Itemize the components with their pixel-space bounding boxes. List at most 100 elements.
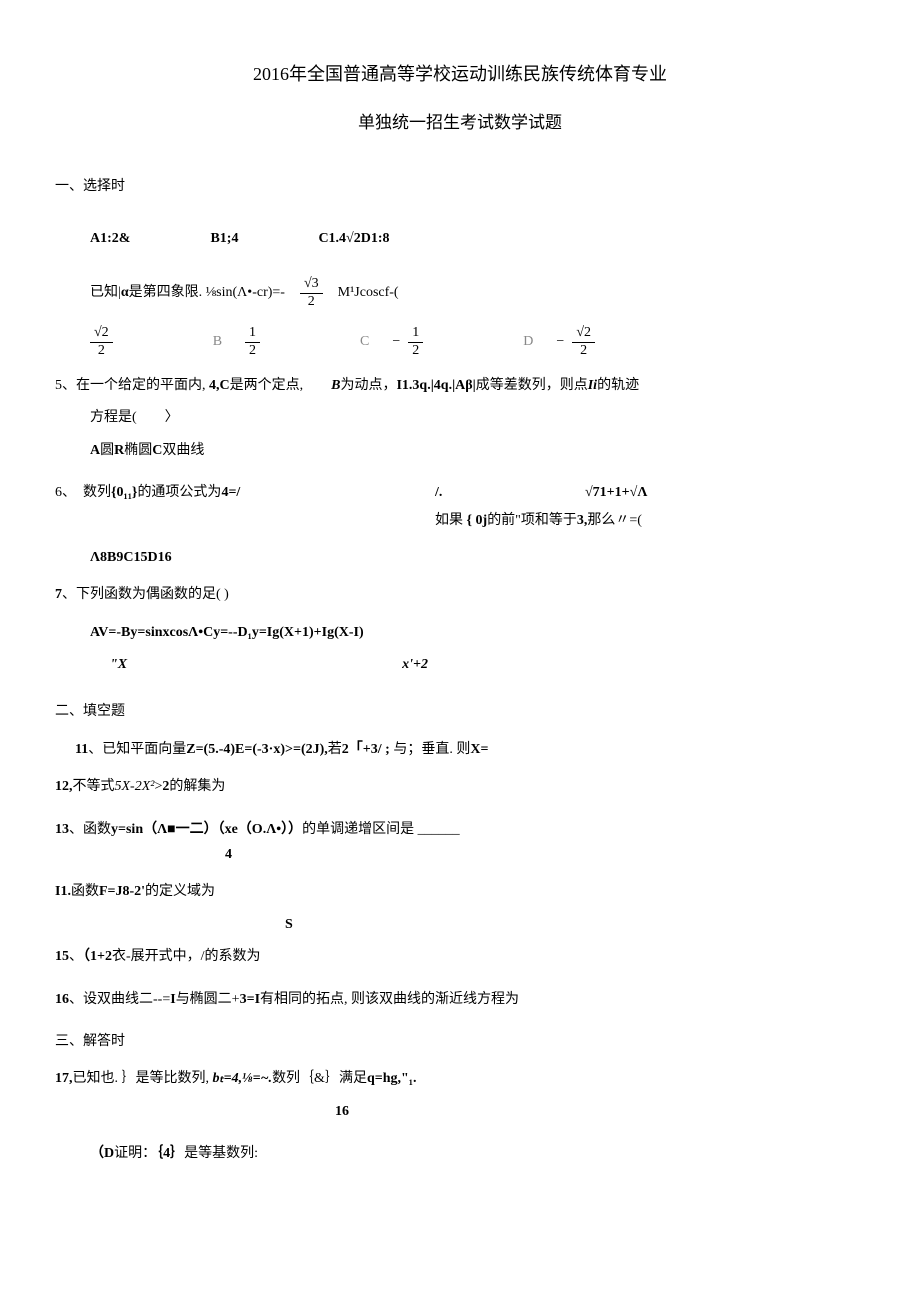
q4d-bot: 2 (576, 343, 591, 360)
q17-3d: 是等基数列: (184, 1146, 258, 1161)
q4c-neg: − (392, 331, 400, 353)
q4-frac-bot: 2 (304, 294, 319, 311)
q4-choices: √2 2 B 1 2 C − 1 2 D − √2 2 (90, 325, 865, 360)
q4-text-d: M¹Jcoscf-( (338, 282, 399, 304)
q13-a: 13 (55, 822, 69, 837)
q4c-top: 1 (408, 325, 423, 343)
q7-b: 、下列函数为偶函数的足( ) (62, 587, 229, 602)
q4c-bot: 2 (408, 343, 423, 360)
question-5: 5、在一个给定的平面内, 4,C是两个定点, B为动点，I1.3q.|4q.|A… (55, 375, 865, 462)
q17-a: 17, (55, 1071, 73, 1086)
q5-3d: 椭圆 (124, 443, 152, 458)
question-12: 12,不等式5X-2X²>2的解集为 (55, 776, 865, 798)
q6-2a: 如果 (435, 513, 467, 528)
q5-3f: 双曲线 (162, 443, 204, 458)
q6-2c: 的前"项和等于 (487, 513, 577, 528)
q12-f: 的解集为 (169, 779, 225, 794)
q11-e: 2「+3/ ; (342, 742, 394, 757)
q4-choice-d: D − √2 2 (523, 325, 595, 360)
q5-g: 成等差数列，则点 (476, 378, 588, 393)
question-6-row1: 6、 数列{0₁₁}的通项公式为4=/ /. √71+1+√Λ (55, 482, 865, 504)
q16-a: 16 (55, 992, 69, 1007)
q4b-label: B (213, 331, 222, 353)
question-14: I1.函数F=J8-2'的定义域为 (55, 881, 865, 903)
q11-c: Z=(5.-4)E=(-3·x)>=(2J), (186, 742, 328, 757)
q6-a: 6、 数列 (55, 485, 111, 500)
q13-c: y=sin（Λ■一二）（xe（O.Λ•）） (111, 822, 302, 837)
section-2-header: 二、填空题 (55, 701, 865, 723)
choice-a: A1:2& (90, 228, 130, 250)
q4-fraction: √3 2 (300, 276, 323, 311)
q5-c: 是两个定点, (230, 378, 332, 393)
q4d-label: D (523, 331, 533, 353)
q4a-bot: 2 (94, 343, 109, 360)
q7-line2: AV=-By=sinxcosΛ•Cy=--D₁y=Ig(X+1)+Ig(X-I) (90, 622, 865, 644)
q4-text-c: 是第四象限. ⅛sin(Λ•-cr)=- (129, 285, 285, 300)
q6-d: 4=/ (221, 485, 240, 500)
q15-b: 、 (69, 949, 83, 964)
q7-sub-b: x'+2 (402, 654, 428, 676)
q12-a: 12, (55, 779, 73, 794)
q12-c: 5X-2X² (115, 779, 155, 794)
q5-3b: 圆 (100, 443, 114, 458)
q17-c: bₜ=4,⅛=~. (213, 1071, 273, 1086)
question-6-row2: 如果 { 0j的前"项和等于3,那么〃=( (435, 510, 865, 532)
q14-sub: S (285, 914, 865, 936)
q5-h: Ii (588, 378, 597, 393)
q17-3b: 证明： (114, 1146, 156, 1161)
question-16: 16、设双曲线二--=I与椭圆二+3=I有相同的拓点, 则该双曲线的渐近线方程为 (55, 989, 865, 1011)
q11-g: X= (470, 742, 488, 757)
q5-3c: R (114, 443, 124, 458)
q4-text-a: 已知| (90, 285, 121, 300)
q4d-neg: − (556, 331, 564, 353)
choice-b: B1;4 (210, 228, 238, 250)
section-1-header: 一、选择时 (55, 176, 865, 198)
title-sub: 单独统一招生考试数学试题 (55, 109, 865, 136)
q14-b: 函数 (71, 884, 99, 899)
q17-line3: （D证明：｛4｝是等基数列: (90, 1143, 865, 1165)
q4a-top: √2 (90, 325, 113, 343)
q5-line2: 方程是( 〉 (90, 407, 865, 429)
question-11: 11、已知平面向量Z=(5.-4)E=(-3·x)>=(2J),若2「+3/ ;… (75, 739, 865, 761)
question-15: 15、（1+2衣-展开式中，/的系数为 (55, 946, 865, 968)
q7-row2: "X x'+2 (110, 654, 865, 676)
q14-c: F=J8-2' (99, 884, 145, 899)
q17-3c: ｛4｝ (156, 1146, 184, 1161)
q5-a: 5、在一个给定的平面内, (55, 378, 209, 393)
q17-b: 已知也. ｝是等比数列, (73, 1071, 213, 1086)
q12-b: 不等式 (73, 779, 115, 794)
q6-c: 的通项公式为 (137, 485, 221, 500)
q11-d: 若 (328, 742, 342, 757)
q14-a: I1. (55, 884, 71, 899)
q4-choice-b: B 1 2 (213, 325, 260, 360)
q4-choice-a: √2 2 (90, 325, 113, 360)
q11-b: 、已知平面向量 (88, 742, 186, 757)
q4b-top: 1 (245, 325, 260, 343)
q5-e: 为动点， (340, 378, 396, 393)
q17-sub: 16 (335, 1101, 865, 1123)
q4-alpha: α (121, 285, 129, 300)
q4-choice-c: C − 1 2 (360, 325, 423, 360)
section-3-header: 三、解答时 (55, 1031, 865, 1053)
q13-sub: 4 (225, 844, 865, 866)
q5-3a: A (90, 443, 100, 458)
q4b-bot: 2 (245, 343, 260, 360)
q17-3a: （D (90, 1146, 114, 1161)
q6-e: /. (435, 485, 442, 500)
q13-d: 的单调递增区间是 ______ (302, 822, 460, 837)
q4-line1: 已知|α是第四象限. ⅛sin(Λ•-cr)=- √3 2 M¹Jcoscf-( (90, 276, 865, 311)
q11-a: 11 (75, 742, 88, 757)
q17-e: q=hg,"₁. (367, 1071, 417, 1086)
q16-d: 与椭圆二+ (176, 992, 240, 1007)
q7-a: 7 (55, 587, 62, 602)
q5-b: 4,C (209, 378, 230, 393)
q6-b: {0₁₁} (111, 485, 137, 500)
q6-2b: { 0j (467, 513, 488, 528)
q15-d: 衣-展开式中，/的系数为 (112, 949, 261, 964)
q7-sub-a: "X (110, 654, 127, 676)
q5-f: I1.3q.|4q.|Aβ| (396, 378, 475, 393)
q6-2d: 3, (577, 513, 588, 528)
q13-b: 、函数 (69, 822, 111, 837)
q5-i: 的轨迹 (597, 378, 639, 393)
q17-d: 数列｛&｝满足 (272, 1071, 367, 1086)
